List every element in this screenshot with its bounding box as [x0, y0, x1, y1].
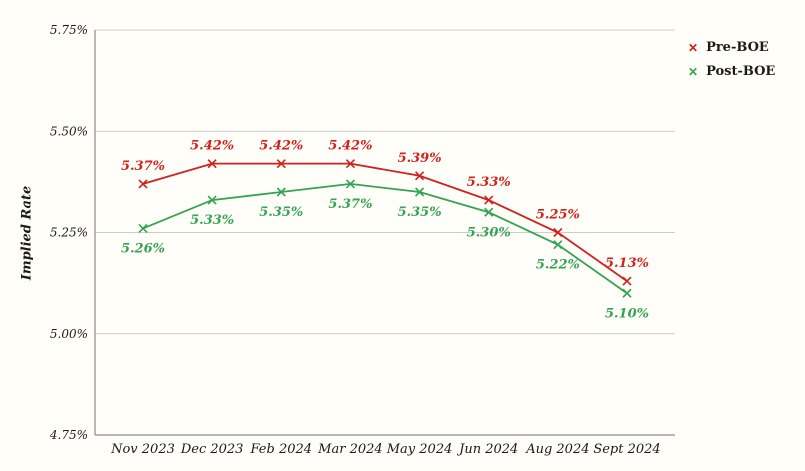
legend-item-pre-boe: ✕ Pre-BOE [688, 40, 775, 55]
y-tick-label: 5.75% [50, 23, 88, 37]
data-marker [207, 195, 217, 205]
data-label: 5.35% [398, 205, 442, 220]
data-label: 5.39% [398, 151, 442, 166]
legend-label: Pre-BOE [706, 40, 769, 55]
data-marker [484, 195, 494, 205]
data-label: 5.35% [259, 205, 303, 220]
data-marker [415, 171, 425, 181]
legend-label: Post-BOE [706, 64, 776, 79]
y-tick-label: 5.00% [50, 327, 88, 341]
data-marker [276, 187, 286, 197]
data-marker [138, 223, 148, 234]
data-label: 5.42% [328, 139, 372, 154]
data-marker [553, 240, 563, 250]
y-tick-label: 4.75% [49, 428, 88, 442]
data-label: 5.25% [536, 208, 580, 223]
legend: ✕ Pre-BOE ✕ Post-BOE [688, 40, 775, 79]
data-marker [138, 179, 148, 189]
data-label: 5.33% [467, 175, 511, 190]
data-label: 5.13% [605, 256, 649, 271]
x-tick-label: Mar 2024 [317, 442, 383, 457]
data-label: 5.33% [190, 213, 234, 228]
data-marker [345, 159, 355, 169]
x-marker-icon: ✕ [688, 40, 699, 55]
y-axis-title: Implied Rate [19, 185, 35, 281]
data-marker [484, 207, 494, 217]
series-line-pre-boe [142, 162, 628, 282]
y-tick-label: 5.50% [50, 124, 88, 138]
data-label: 5.26% [121, 241, 165, 256]
data-marker [207, 159, 217, 169]
data-label: 5.10% [605, 306, 649, 321]
data-label: 5.37% [121, 159, 165, 174]
data-label: 5.42% [190, 139, 234, 154]
data-marker [622, 276, 632, 286]
data-marker [345, 179, 355, 189]
x-tick-label: Jun 2024 [456, 442, 518, 457]
x-tick-label: Sept 2024 [593, 442, 660, 457]
data-label: 5.42% [259, 139, 303, 154]
data-marker [622, 288, 632, 298]
data-marker [553, 227, 563, 238]
x-tick-label: May 2024 [386, 442, 453, 457]
series-line-post-boe [142, 182, 628, 294]
data-label: 5.22% [536, 258, 580, 273]
x-tick-label: Nov 2023 [110, 442, 175, 457]
data-marker [276, 159, 286, 169]
data-label: 5.30% [467, 225, 511, 240]
x-tick-label: Feb 2024 [250, 442, 313, 457]
x-marker-icon: ✕ [688, 64, 699, 79]
x-tick-label: Dec 2023 [180, 442, 244, 457]
data-marker [415, 187, 425, 197]
y-tick-label: 5.25% [50, 226, 88, 240]
data-label: 5.37% [328, 197, 372, 212]
legend-item-post-boe: ✕ Post-BOE [688, 64, 775, 79]
x-tick-label: Aug 2024 [525, 442, 589, 457]
